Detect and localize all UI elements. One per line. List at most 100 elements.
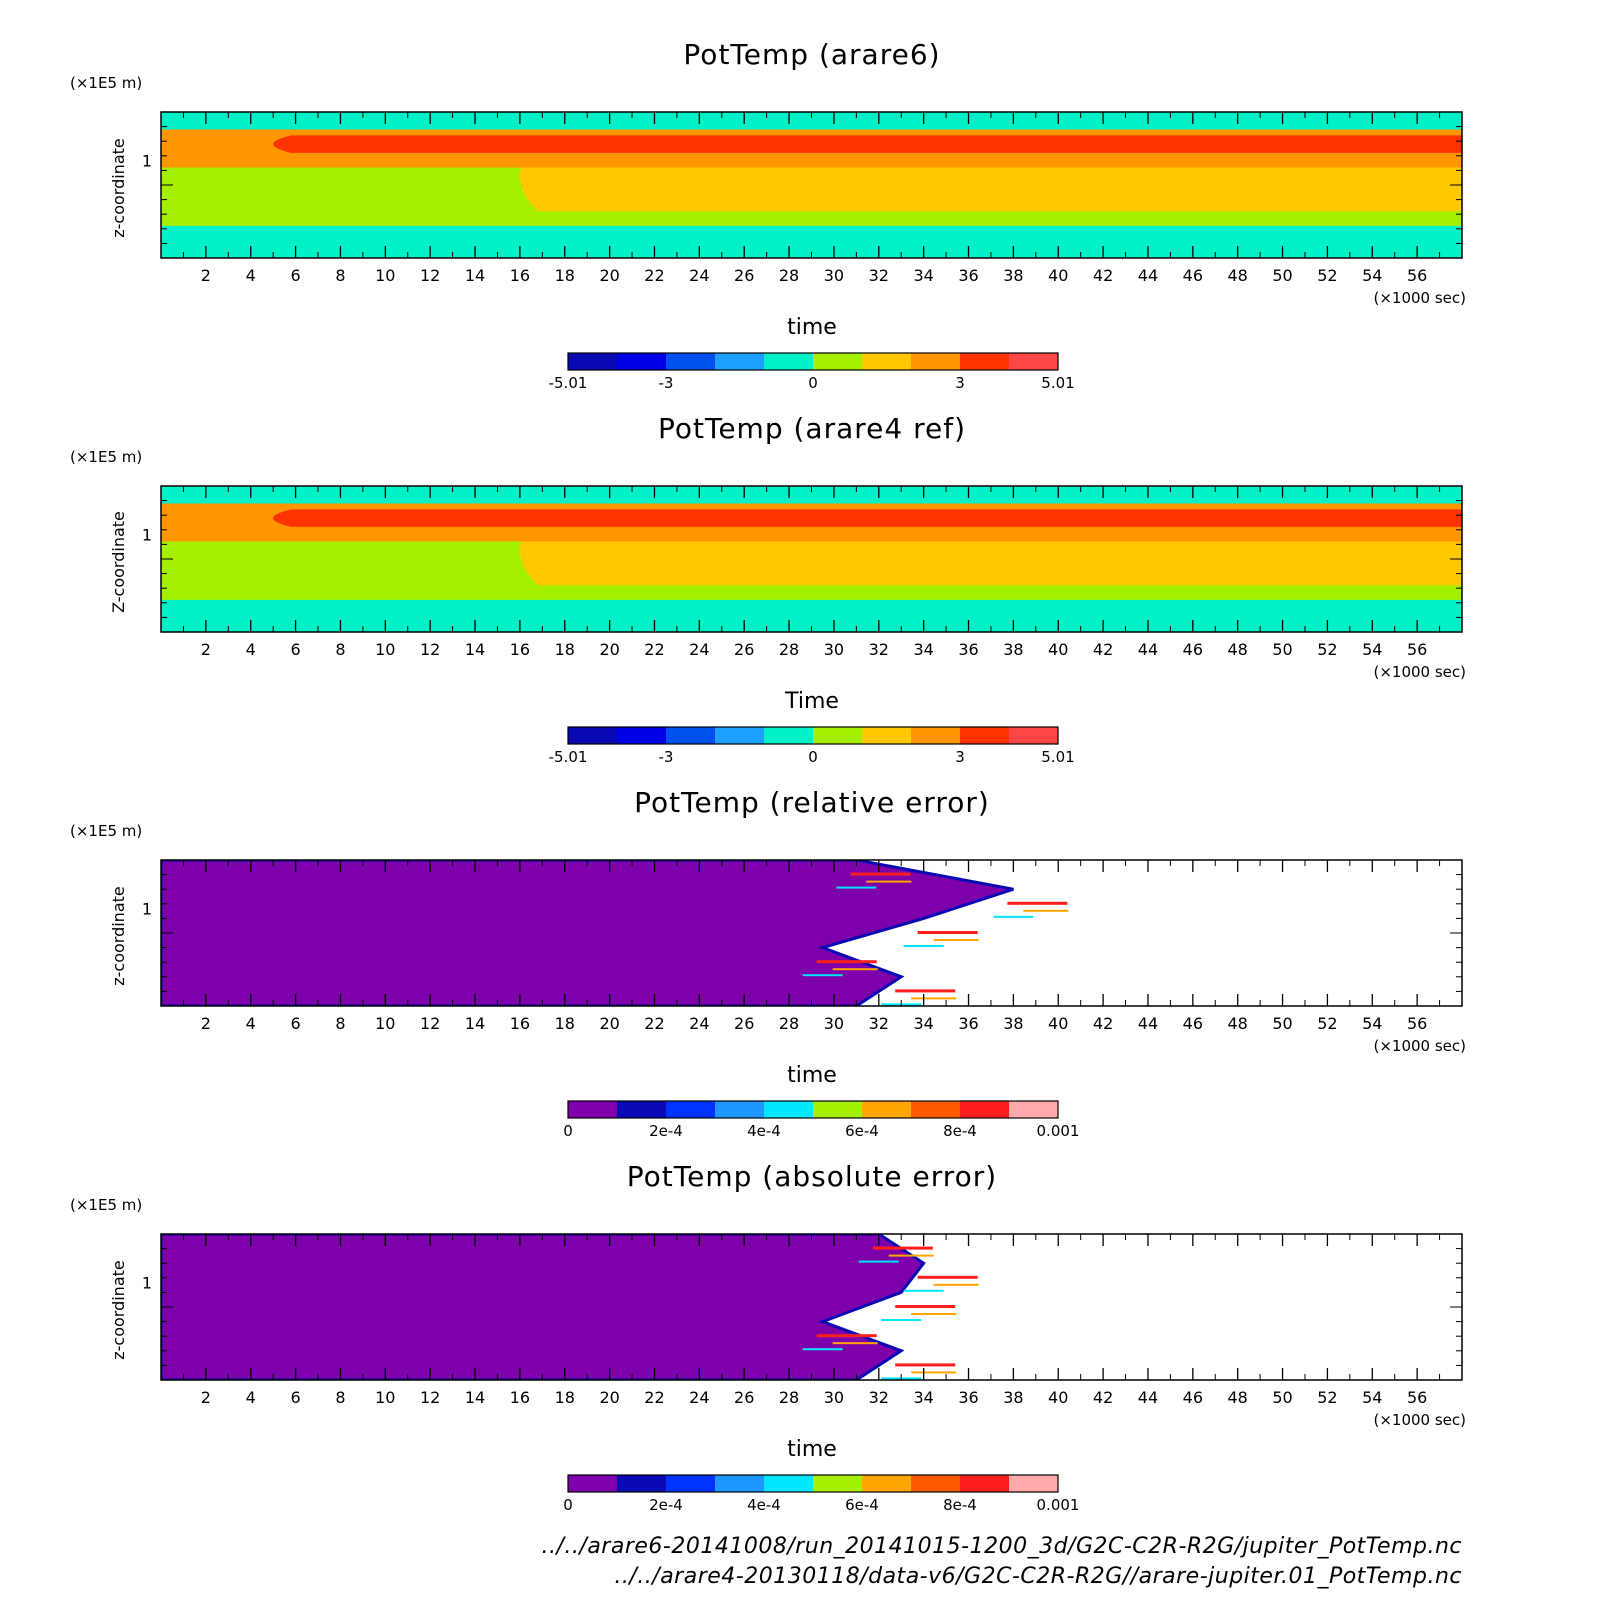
colorbar-swatch [666, 727, 716, 744]
error-streak [911, 997, 957, 1000]
colorbar-label: 5.01 [1041, 374, 1074, 392]
colorbar-label: 3 [955, 748, 965, 766]
error-streak [802, 1348, 843, 1351]
colorbar-swatch [813, 1101, 863, 1118]
x-tick-label: 24 [689, 266, 709, 285]
error-streak [903, 945, 944, 947]
colorbar-swatch [715, 1101, 765, 1118]
x-tick-label: 18 [555, 640, 575, 659]
colorbar-frame [567, 1100, 1059, 1119]
x-tick-label: 56 [1407, 1014, 1427, 1033]
x-tick-label: 24 [689, 1014, 709, 1033]
x-tick-label: 40 [1048, 640, 1068, 659]
x-tick-label: 34 [913, 1388, 933, 1407]
error-streak [816, 1334, 877, 1338]
x-tick-label: 52 [1317, 1388, 1337, 1407]
colorbar-swatch [1009, 1475, 1059, 1492]
x-tick-label: 54 [1362, 1014, 1382, 1033]
y-axis-label: Z-coordinate [109, 511, 128, 613]
y-axis-label: z-coordinate [109, 1260, 128, 1360]
x-tick-label: 14 [465, 266, 485, 285]
y-tick-label: 1 [142, 1274, 152, 1293]
x-tick-label: 16 [510, 1388, 530, 1407]
error-streak [917, 1275, 978, 1279]
error-streak [850, 872, 911, 876]
x-tick-label: 8 [335, 1014, 345, 1033]
x-unit-label: (×1000 sec) [1373, 1037, 1466, 1055]
x-tick-label: 30 [824, 266, 844, 285]
error-streak [802, 974, 843, 977]
x-tick-label: 44 [1138, 640, 1158, 659]
colorbar-swatch [617, 1101, 667, 1118]
x-tick-label: 12 [420, 266, 440, 285]
colorbar-swatch [764, 1101, 814, 1118]
x-tick-label: 50 [1272, 640, 1292, 659]
error-streak [993, 915, 1034, 918]
x-tick-label: 38 [1003, 1388, 1023, 1407]
x-tick-label: 48 [1228, 640, 1248, 659]
colorbar-swatch [862, 353, 912, 370]
x-tick-label: 12 [420, 1014, 440, 1033]
error-streak [858, 1260, 899, 1263]
plot-area [161, 486, 1462, 632]
colorbar-swatch [715, 1475, 765, 1492]
error-streak [832, 968, 878, 971]
x-tick-label: 28 [779, 1014, 799, 1033]
x-tick-label: 12 [420, 1388, 440, 1407]
x-tick-label: 34 [913, 266, 933, 285]
colorbar-label: 4e-4 [747, 1122, 781, 1140]
panel-1: PotTemp (arare6)(×1E5 m)2 4 6 8 10 12 14 16 18 20… [70, 38, 1466, 392]
error-streak [816, 960, 877, 964]
x-tick-label: 54 [1362, 266, 1382, 285]
x-tick-label: 32 [869, 640, 889, 659]
x-tick-label: 56 [1407, 640, 1427, 659]
colorbar-swatch [960, 1101, 1010, 1118]
x-tick-label: 30 [824, 640, 844, 659]
colorbar-label: 8e-4 [943, 1122, 977, 1140]
plot-area [161, 112, 1462, 258]
colorbar-label: -5.01 [549, 374, 588, 392]
colorbar-swatch [960, 1475, 1010, 1492]
x-tick-label: 40 [1048, 1388, 1068, 1407]
colorbar-label: -5.01 [549, 748, 588, 766]
x-tick-label: 14 [465, 640, 485, 659]
colorbar-swatch [911, 353, 961, 370]
error-streak [881, 1319, 922, 1321]
y-tick-label: 1 [142, 526, 152, 545]
x-tick-label: 22 [644, 640, 664, 659]
x-tick-label: 4 [246, 640, 256, 659]
colorbar-swatch [764, 353, 814, 370]
error-streak [832, 1342, 878, 1345]
x-tick-label: 26 [734, 640, 754, 659]
x-tick-label: 38 [1003, 1014, 1023, 1033]
plot-area [161, 1234, 1462, 1380]
x-tick-label: 22 [644, 1388, 664, 1407]
error-streak [895, 989, 956, 993]
colorbar-label: 6e-4 [845, 1496, 879, 1514]
error-streak [895, 1363, 956, 1367]
x-tick-label: 10 [375, 640, 395, 659]
colorbar-swatch [764, 1475, 814, 1492]
x-tick-label: 50 [1272, 266, 1292, 285]
colorbar-label: 6e-4 [845, 1122, 879, 1140]
x-tick-label: 34 [913, 640, 933, 659]
x-tick-label: 24 [689, 1388, 709, 1407]
colorbar-label: 2e-4 [649, 1122, 683, 1140]
x-tick-label: 10 [375, 266, 395, 285]
x-tick-label: 14 [465, 1014, 485, 1033]
x-tick-label: 34 [913, 1014, 933, 1033]
x-tick-label: 26 [734, 1014, 754, 1033]
colorbar-swatch [911, 1475, 961, 1492]
colorbar-swatch [813, 1475, 863, 1492]
colorbar-swatch [911, 727, 961, 744]
x-tick-label: 54 [1362, 640, 1382, 659]
colorbar-swatch [960, 353, 1010, 370]
x-axis-label: time [787, 1437, 837, 1462]
x-tick-label: 18 [555, 1014, 575, 1033]
error-streak [872, 1246, 933, 1250]
colorbar-swatch [862, 727, 912, 744]
colorbar-label: 0.001 [1037, 1496, 1080, 1514]
x-tick-label: 30 [824, 1388, 844, 1407]
colorbar-swatch [715, 353, 765, 370]
